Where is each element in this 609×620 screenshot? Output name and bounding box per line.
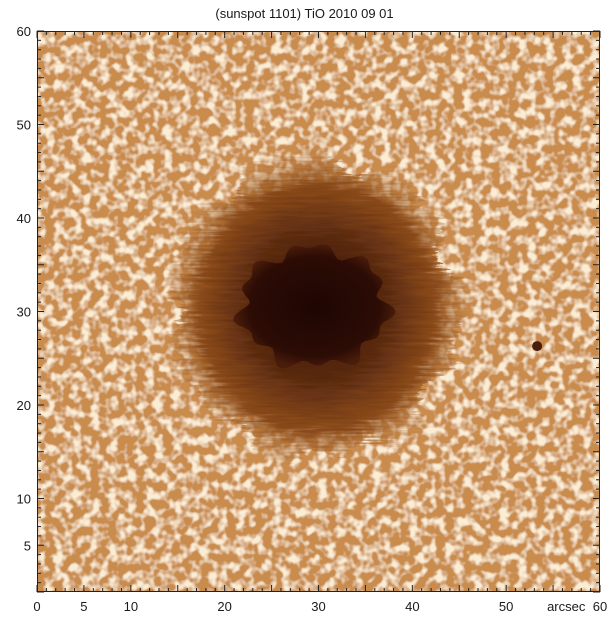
y-tick-label: 30 [17,305,31,320]
image-title: (sunspot 1101) TiO 2010 09 01 [215,6,394,21]
y-tick-label: 50 [17,118,31,133]
x-tick-label: 50 [499,599,513,614]
x-axis-ticks [36,31,601,592]
x-tick-label: 0 [33,599,40,614]
x-tick-label: 30 [311,599,325,614]
y-axis-ticks [37,30,600,593]
umbra [233,244,396,369]
y-tick-label: 60 [17,24,31,39]
y-tick-label: 40 [17,211,31,226]
sunspot [159,145,476,471]
x-tick-label: 20 [217,599,231,614]
small-pore [532,341,543,352]
x-axis-unit-label: arcsec [547,599,586,614]
y-tick-label: 5 [24,538,31,553]
y-tick-label: 20 [17,398,31,413]
x-axis-tick-labels: 0 5 10 20 30 40 50 60 [33,599,607,614]
x-tick-label: 60 [593,599,607,614]
y-axis-tick-labels: 5 10 20 30 40 50 60 [17,24,31,553]
x-tick-label: 40 [405,599,419,614]
solar-image [37,31,600,592]
x-tick-label: 5 [80,599,87,614]
x-tick-label: 10 [124,599,138,614]
y-tick-label: 10 [17,492,31,507]
